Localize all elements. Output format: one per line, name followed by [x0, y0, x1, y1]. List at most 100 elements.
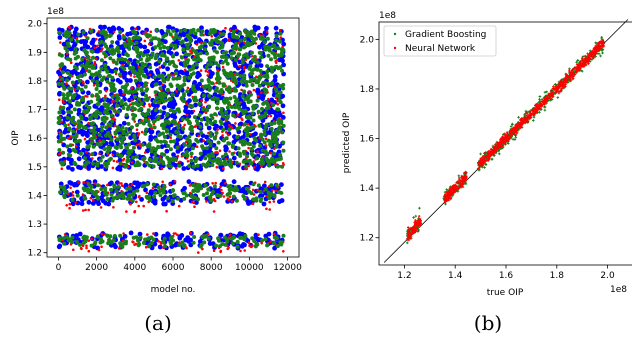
data-point [416, 230, 419, 233]
data-point [145, 57, 150, 61]
data-point [107, 34, 112, 38]
data-point [98, 152, 101, 156]
data-point [278, 28, 282, 32]
y-tick-label: 1.3 [28, 220, 42, 230]
data-point [266, 53, 271, 58]
data-point [198, 58, 203, 63]
data-point [241, 118, 244, 122]
data-point [107, 134, 112, 139]
data-point [186, 160, 190, 163]
data-point [272, 151, 277, 156]
data-point [227, 187, 232, 192]
data-point [166, 120, 171, 125]
data-point [214, 37, 218, 42]
data-point [94, 114, 98, 119]
data-point [102, 102, 107, 107]
data-point [136, 97, 141, 102]
data-point [261, 80, 266, 85]
data-point [120, 182, 123, 185]
data-point [246, 119, 251, 124]
data-point [490, 158, 494, 161]
data-point [87, 105, 92, 110]
data-point [201, 193, 206, 197]
data-point [198, 151, 203, 156]
data-point [140, 111, 145, 116]
data-point [235, 135, 240, 140]
data-point [145, 53, 150, 57]
data-point [149, 30, 153, 34]
data-point [564, 85, 567, 88]
data-point [106, 241, 111, 246]
data-point [175, 90, 178, 93]
data-point [60, 137, 65, 141]
data-point [214, 146, 219, 151]
data-point [114, 98, 119, 103]
data-point [511, 138, 515, 141]
data-point [250, 111, 255, 116]
data-point [175, 145, 180, 150]
data-point [187, 98, 192, 104]
data-point [99, 237, 103, 242]
data-point [256, 109, 261, 114]
data-point [109, 240, 114, 245]
data-point [110, 94, 115, 99]
data-point [267, 97, 270, 101]
data-point [148, 129, 154, 135]
data-point [181, 92, 186, 97]
data-point [77, 138, 82, 143]
data-point [215, 97, 220, 101]
data-point [266, 114, 270, 118]
data-point [205, 200, 208, 203]
data-point [183, 104, 189, 110]
data-point [202, 41, 207, 46]
data-point [222, 71, 227, 76]
data-point [195, 43, 199, 46]
data-point [163, 33, 168, 38]
data-point [76, 32, 81, 37]
data-point [68, 206, 71, 210]
data-point [583, 59, 586, 62]
data-point [261, 160, 265, 165]
data-point [118, 161, 123, 166]
data-point [66, 165, 71, 170]
y-tick-label: 1.9 [28, 48, 43, 58]
data-point [184, 136, 189, 141]
data-point [99, 105, 105, 111]
data-point [166, 196, 170, 201]
data-point [153, 231, 159, 237]
data-point [197, 134, 201, 138]
data-point [274, 61, 278, 65]
data-point [263, 111, 268, 116]
panel-a-x-ticks: 0 2000 4000 6000 8000 10000 12000 [56, 257, 302, 273]
data-point [550, 89, 553, 93]
data-point [265, 75, 270, 80]
data-point [92, 241, 97, 246]
data-point [197, 183, 202, 188]
data-point [141, 53, 146, 58]
data-point [181, 126, 186, 131]
data-point [224, 136, 229, 141]
data-point [250, 55, 254, 58]
data-point [177, 36, 182, 41]
data-point [242, 68, 246, 71]
data-point [274, 183, 279, 188]
data-point [70, 80, 75, 85]
data-point [576, 59, 580, 62]
data-point [158, 193, 163, 198]
data-point [161, 190, 166, 195]
panel-b-predicted-vs-true: 1.2 1.4 1.6 1.8 2.0 1.21.41.61.82.0 1e8 1e8 … [342, 11, 632, 335]
data-point [140, 91, 146, 97]
data-point [70, 240, 74, 245]
data-point [194, 200, 199, 205]
data-point [240, 94, 245, 99]
data-point [275, 107, 280, 112]
data-point [238, 121, 244, 127]
data-point [210, 38, 215, 43]
data-point [549, 92, 552, 95]
data-point [245, 55, 250, 60]
data-point [165, 77, 170, 82]
data-point [246, 100, 251, 105]
panel-a-offset-text: 1e8 [47, 7, 64, 17]
data-point [95, 163, 100, 168]
data-point [158, 109, 163, 114]
